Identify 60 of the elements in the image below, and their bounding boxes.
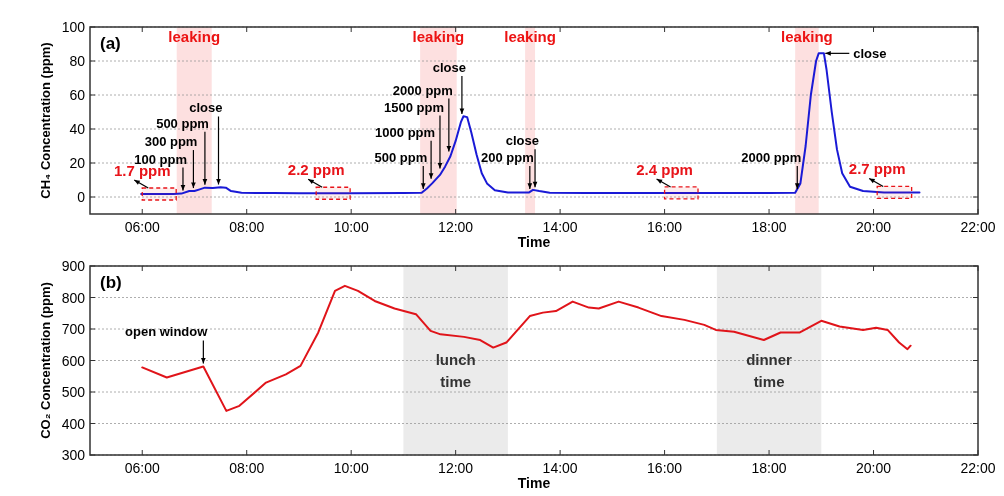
x-tick-label: 14:00 (542, 460, 578, 476)
annotation: close (853, 46, 887, 62)
annotation: 100 ppm (134, 151, 187, 167)
annotation: close (189, 100, 223, 116)
x-tick-label: 20:00 (856, 219, 892, 235)
annotation: (b) (100, 273, 122, 292)
annotation: 1000 ppm (375, 124, 436, 140)
y-tick-label: 40 (69, 121, 86, 137)
band-label: leaking (781, 28, 833, 45)
annotation: 2000 ppm (392, 82, 453, 98)
band-label: 2.2 ppm (287, 161, 345, 179)
annotation: 2000 ppm (741, 149, 802, 165)
band-label: 2.7 ppm (848, 160, 906, 178)
band-label: lunch time (435, 350, 476, 390)
band-label: 2.4 ppm (636, 160, 693, 178)
x-tick-label: 08:00 (229, 460, 265, 476)
x-tick-label: 22:00 (960, 219, 996, 235)
x-tick-label: 08:00 (229, 219, 265, 235)
x-tick-label: 18:00 (751, 219, 787, 235)
annotation: 500 ppm (374, 149, 428, 165)
x-axis-title: Time (517, 475, 551, 491)
band-label: leaking (168, 28, 221, 45)
y-tick-label: 800 (61, 289, 86, 306)
y-tick-label: 60 (69, 87, 86, 103)
y-tick-label: 300 (61, 447, 86, 463)
y-axis-title: CO₂ Concentration (ppm) (38, 282, 53, 439)
y-axis-title: CH₄ Concentration (ppm) (38, 42, 53, 199)
band-label: dinner time (746, 350, 793, 390)
x-tick-label: 18:00 (751, 460, 787, 476)
y-tick-label: 500 (61, 384, 86, 400)
y-tick-label: 0 (77, 189, 86, 205)
x-tick-label: 14:00 (542, 219, 578, 235)
x-tick-label: 12:00 (438, 219, 474, 235)
annotation: close (505, 133, 540, 149)
annotation: close (432, 60, 466, 76)
y-tick-label: 400 (61, 415, 86, 432)
x-tick-label: 16:00 (647, 460, 683, 476)
annotation: 500 ppm (156, 115, 209, 131)
annotation: open window (125, 324, 209, 340)
y-tick-label: 900 (61, 258, 86, 274)
x-tick-label: 12:00 (438, 460, 474, 476)
band-label: leaking (504, 28, 556, 45)
y-tick-label: 20 (69, 155, 86, 171)
annotation: 1500 ppm (383, 99, 444, 115)
annotation: 300 ppm (144, 134, 198, 150)
x-tick-label: 10:00 (333, 219, 369, 235)
x-tick-label: 16:00 (647, 219, 683, 235)
x-tick-label: 06:00 (124, 219, 160, 235)
y-tick-label: 100 (61, 19, 86, 35)
y-tick-label: 600 (61, 352, 86, 369)
x-tick-label: 22:00 (960, 460, 996, 476)
x-tick-label: 20:00 (856, 460, 892, 476)
y-tick-label: 80 (69, 53, 86, 69)
x-tick-label: 06:00 (124, 460, 160, 476)
annotation: 200 ppm (481, 149, 534, 165)
y-tick-label: 700 (61, 321, 86, 337)
annotation: (a) (100, 34, 121, 53)
x-axis-title: Time (517, 234, 551, 250)
x-tick-label: 10:00 (333, 460, 369, 476)
band-label: leaking (412, 28, 465, 45)
